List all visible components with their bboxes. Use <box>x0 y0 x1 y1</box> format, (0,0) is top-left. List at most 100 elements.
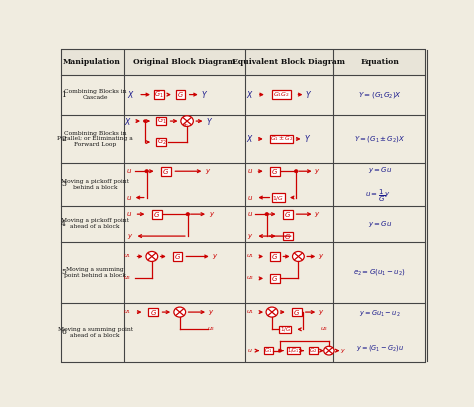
Text: $y=(G_1-G_2)u$: $y=(G_1-G_2)u$ <box>356 343 404 352</box>
Text: $1/G$: $1/G$ <box>280 325 291 333</box>
Bar <box>292 308 302 316</box>
Text: $u_1$: $u_1$ <box>123 308 131 316</box>
Text: $y$: $y$ <box>208 308 215 317</box>
Text: 6: 6 <box>61 328 66 337</box>
Text: $y$: $y$ <box>339 347 346 354</box>
Text: $G$: $G$ <box>284 210 292 219</box>
Bar <box>270 274 280 283</box>
Circle shape <box>145 170 148 173</box>
Text: $G$: $G$ <box>153 210 160 219</box>
Text: $u$: $u$ <box>247 167 253 175</box>
Text: $X$: $X$ <box>127 89 135 100</box>
Text: $G_1$: $G_1$ <box>156 116 166 126</box>
Text: $G$: $G$ <box>271 167 278 176</box>
Text: $y$: $y$ <box>212 252 219 261</box>
Text: $Y=(G_1\pm G_2)X$: $Y=(G_1\pm G_2)X$ <box>354 134 405 144</box>
Text: $u$: $u$ <box>126 167 132 175</box>
Text: $X$: $X$ <box>246 89 254 100</box>
Text: $y$: $y$ <box>247 232 254 241</box>
Text: Combining Blocks in
Cascade: Combining Blocks in Cascade <box>64 89 126 100</box>
Text: $y=Gu_1-u_2$: $y=Gu_1-u_2$ <box>359 309 401 319</box>
Bar <box>148 308 158 316</box>
Text: $u$: $u$ <box>126 194 132 201</box>
Text: Combining Blocks in
Parallel; or Eliminating a
Forward Loop: Combining Blocks in Parallel; or Elimina… <box>57 131 133 147</box>
Bar <box>270 167 280 175</box>
Text: $y$: $y$ <box>319 252 325 261</box>
Circle shape <box>146 252 158 261</box>
Text: $u$: $u$ <box>247 194 253 201</box>
Text: $y$: $y$ <box>319 308 325 317</box>
Text: $G_1$: $G_1$ <box>155 90 164 100</box>
Text: Moving a summing
point behind a block: Moving a summing point behind a block <box>64 267 126 278</box>
Bar <box>309 347 318 354</box>
Text: 4: 4 <box>61 219 66 228</box>
Text: Equation: Equation <box>360 58 399 66</box>
Text: $G$: $G$ <box>177 90 184 99</box>
Text: $Y=(G_1G_2)X$: $Y=(G_1G_2)X$ <box>358 90 401 100</box>
Bar <box>272 90 292 99</box>
Text: Moving a pickoff point
behind a block: Moving a pickoff point behind a block <box>61 179 129 190</box>
Text: $y$: $y$ <box>127 232 133 241</box>
Text: $y$: $y$ <box>209 210 215 219</box>
Text: $X$: $X$ <box>125 116 132 127</box>
Text: Original Block Diagram: Original Block Diagram <box>133 58 236 66</box>
Bar <box>61 49 425 74</box>
Text: 1: 1 <box>61 91 66 98</box>
Bar <box>156 117 166 125</box>
Text: $G_2$: $G_2$ <box>310 346 318 355</box>
Bar <box>272 193 285 202</box>
Bar <box>283 232 293 241</box>
Text: $Y$: $Y$ <box>206 116 213 127</box>
Circle shape <box>181 116 193 127</box>
Text: $G$: $G$ <box>174 252 181 261</box>
Circle shape <box>292 252 304 261</box>
Bar <box>264 347 273 354</box>
Text: Equivalent Block Diagram: Equivalent Block Diagram <box>232 58 346 66</box>
Text: $G$: $G$ <box>271 274 278 283</box>
Bar <box>270 135 293 143</box>
Text: $1/G_1$: $1/G_1$ <box>287 346 300 355</box>
Text: $u_1$: $u_1$ <box>246 252 255 260</box>
Text: $u$: $u$ <box>247 347 253 354</box>
Text: 2: 2 <box>61 135 66 143</box>
Text: $u_2$: $u_2$ <box>123 274 131 282</box>
Bar <box>161 167 171 175</box>
Bar <box>287 347 300 354</box>
Text: $Y$: $Y$ <box>304 133 311 144</box>
Text: $G$: $G$ <box>271 252 278 261</box>
Circle shape <box>324 346 334 355</box>
Bar <box>156 138 166 146</box>
Bar <box>152 210 162 219</box>
Text: $y$: $y$ <box>205 167 211 176</box>
Bar <box>283 210 293 219</box>
Text: Moving a pickoff point
ahead of a block: Moving a pickoff point ahead of a block <box>61 218 129 229</box>
Text: $u_2$: $u_2$ <box>320 325 328 333</box>
Text: 3: 3 <box>61 180 66 188</box>
Text: $u_2$: $u_2$ <box>246 274 255 282</box>
Text: Moving a summing point
ahead of a block: Moving a summing point ahead of a block <box>57 327 133 338</box>
Circle shape <box>294 170 298 173</box>
Text: $y = Gu$: $y = Gu$ <box>367 165 392 175</box>
Text: $G$: $G$ <box>293 308 301 317</box>
Text: $G_1$: $G_1$ <box>264 346 273 355</box>
Text: $G_2$: $G_2$ <box>156 137 166 147</box>
Bar <box>154 90 164 99</box>
Bar <box>279 326 292 333</box>
Circle shape <box>174 307 186 317</box>
Text: $u$: $u$ <box>126 210 132 218</box>
Text: $G$: $G$ <box>162 167 169 176</box>
Text: $X$: $X$ <box>246 133 254 144</box>
Text: $y = Gu$: $y = Gu$ <box>367 219 392 229</box>
Text: $Y$: $Y$ <box>201 89 208 100</box>
Text: $1/G$: $1/G$ <box>273 194 285 201</box>
Text: $u$: $u$ <box>247 210 253 218</box>
Text: 5: 5 <box>61 268 66 276</box>
Text: Manipulation: Manipulation <box>63 58 120 66</box>
Text: $G_1G_2$: $G_1G_2$ <box>273 90 291 99</box>
Text: $y$: $y$ <box>314 167 321 176</box>
Circle shape <box>143 120 146 123</box>
Text: $u = \dfrac{1}{G}y$: $u = \dfrac{1}{G}y$ <box>365 188 391 204</box>
Circle shape <box>186 212 190 216</box>
Text: $u_1$: $u_1$ <box>246 308 255 316</box>
Text: $G$: $G$ <box>284 232 292 241</box>
